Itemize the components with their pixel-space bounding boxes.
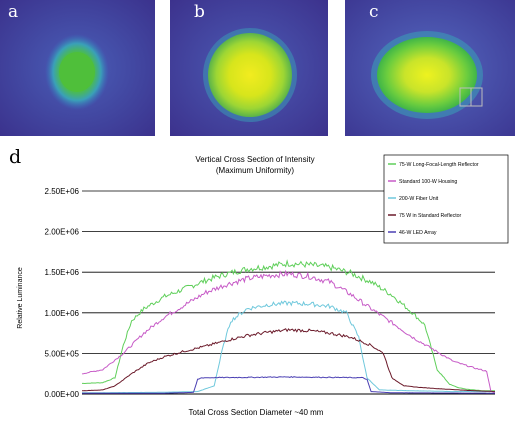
legend: 75-W Long-Focal-Length Reflector Standard… — [383, 154, 509, 244]
panel-c-heatmap — [345, 0, 515, 136]
chart-title: Vertical Cross Section of Intensity — [195, 155, 314, 164]
legend-label: Standard 100-W Housing — [399, 179, 457, 185]
y-tick-label: 1.50E+06 — [45, 268, 80, 277]
legend-box — [383, 154, 509, 244]
series-line — [82, 376, 495, 394]
y-tick-label: 2.50E+06 — [45, 187, 80, 196]
panel-a-letter: a — [8, 2, 19, 22]
legend-label: 75-W Long-Focal-Length Reflector — [399, 162, 479, 168]
series-lines — [81, 259, 496, 394]
y-tick-label: 1.00E+06 — [45, 309, 80, 318]
y-tick-label: 5.00E+05 — [45, 349, 80, 358]
series-line — [82, 259, 496, 392]
y-tick-label: 0.00E+00 — [45, 390, 80, 399]
y-axis: 0.00E+00 5.00E+05 1.00E+06 1.50E+06 2.00E+06… — [45, 187, 80, 399]
legend-label: 75 W in Standard Reflector — [399, 213, 462, 219]
y-tick-label: 2.00E+06 — [45, 228, 80, 237]
panel-a-heatmap — [0, 0, 155, 136]
y-axis-label: Relative Luminance — [17, 267, 24, 329]
chart-subtitle: (Maximum Uniformity) — [216, 166, 295, 175]
x-axis-label: Total Cross Section Diameter ~40 mm — [189, 408, 324, 417]
legend-label: 46-W LED Array — [399, 230, 437, 236]
panel-b-letter: b — [194, 2, 205, 22]
series-line — [82, 328, 495, 393]
panel-b-image: b — [170, 0, 328, 136]
panel-d-letter: d — [9, 146, 22, 168]
panel-a-image: a — [0, 0, 155, 136]
series-line — [81, 269, 496, 393]
legend-label: 200-W Fiber Unit — [399, 196, 439, 202]
panel-c-image: c — [345, 0, 515, 136]
panel-b-heatmap — [170, 0, 328, 136]
panel-c-letter: c — [369, 2, 379, 22]
series-line — [82, 300, 496, 394]
